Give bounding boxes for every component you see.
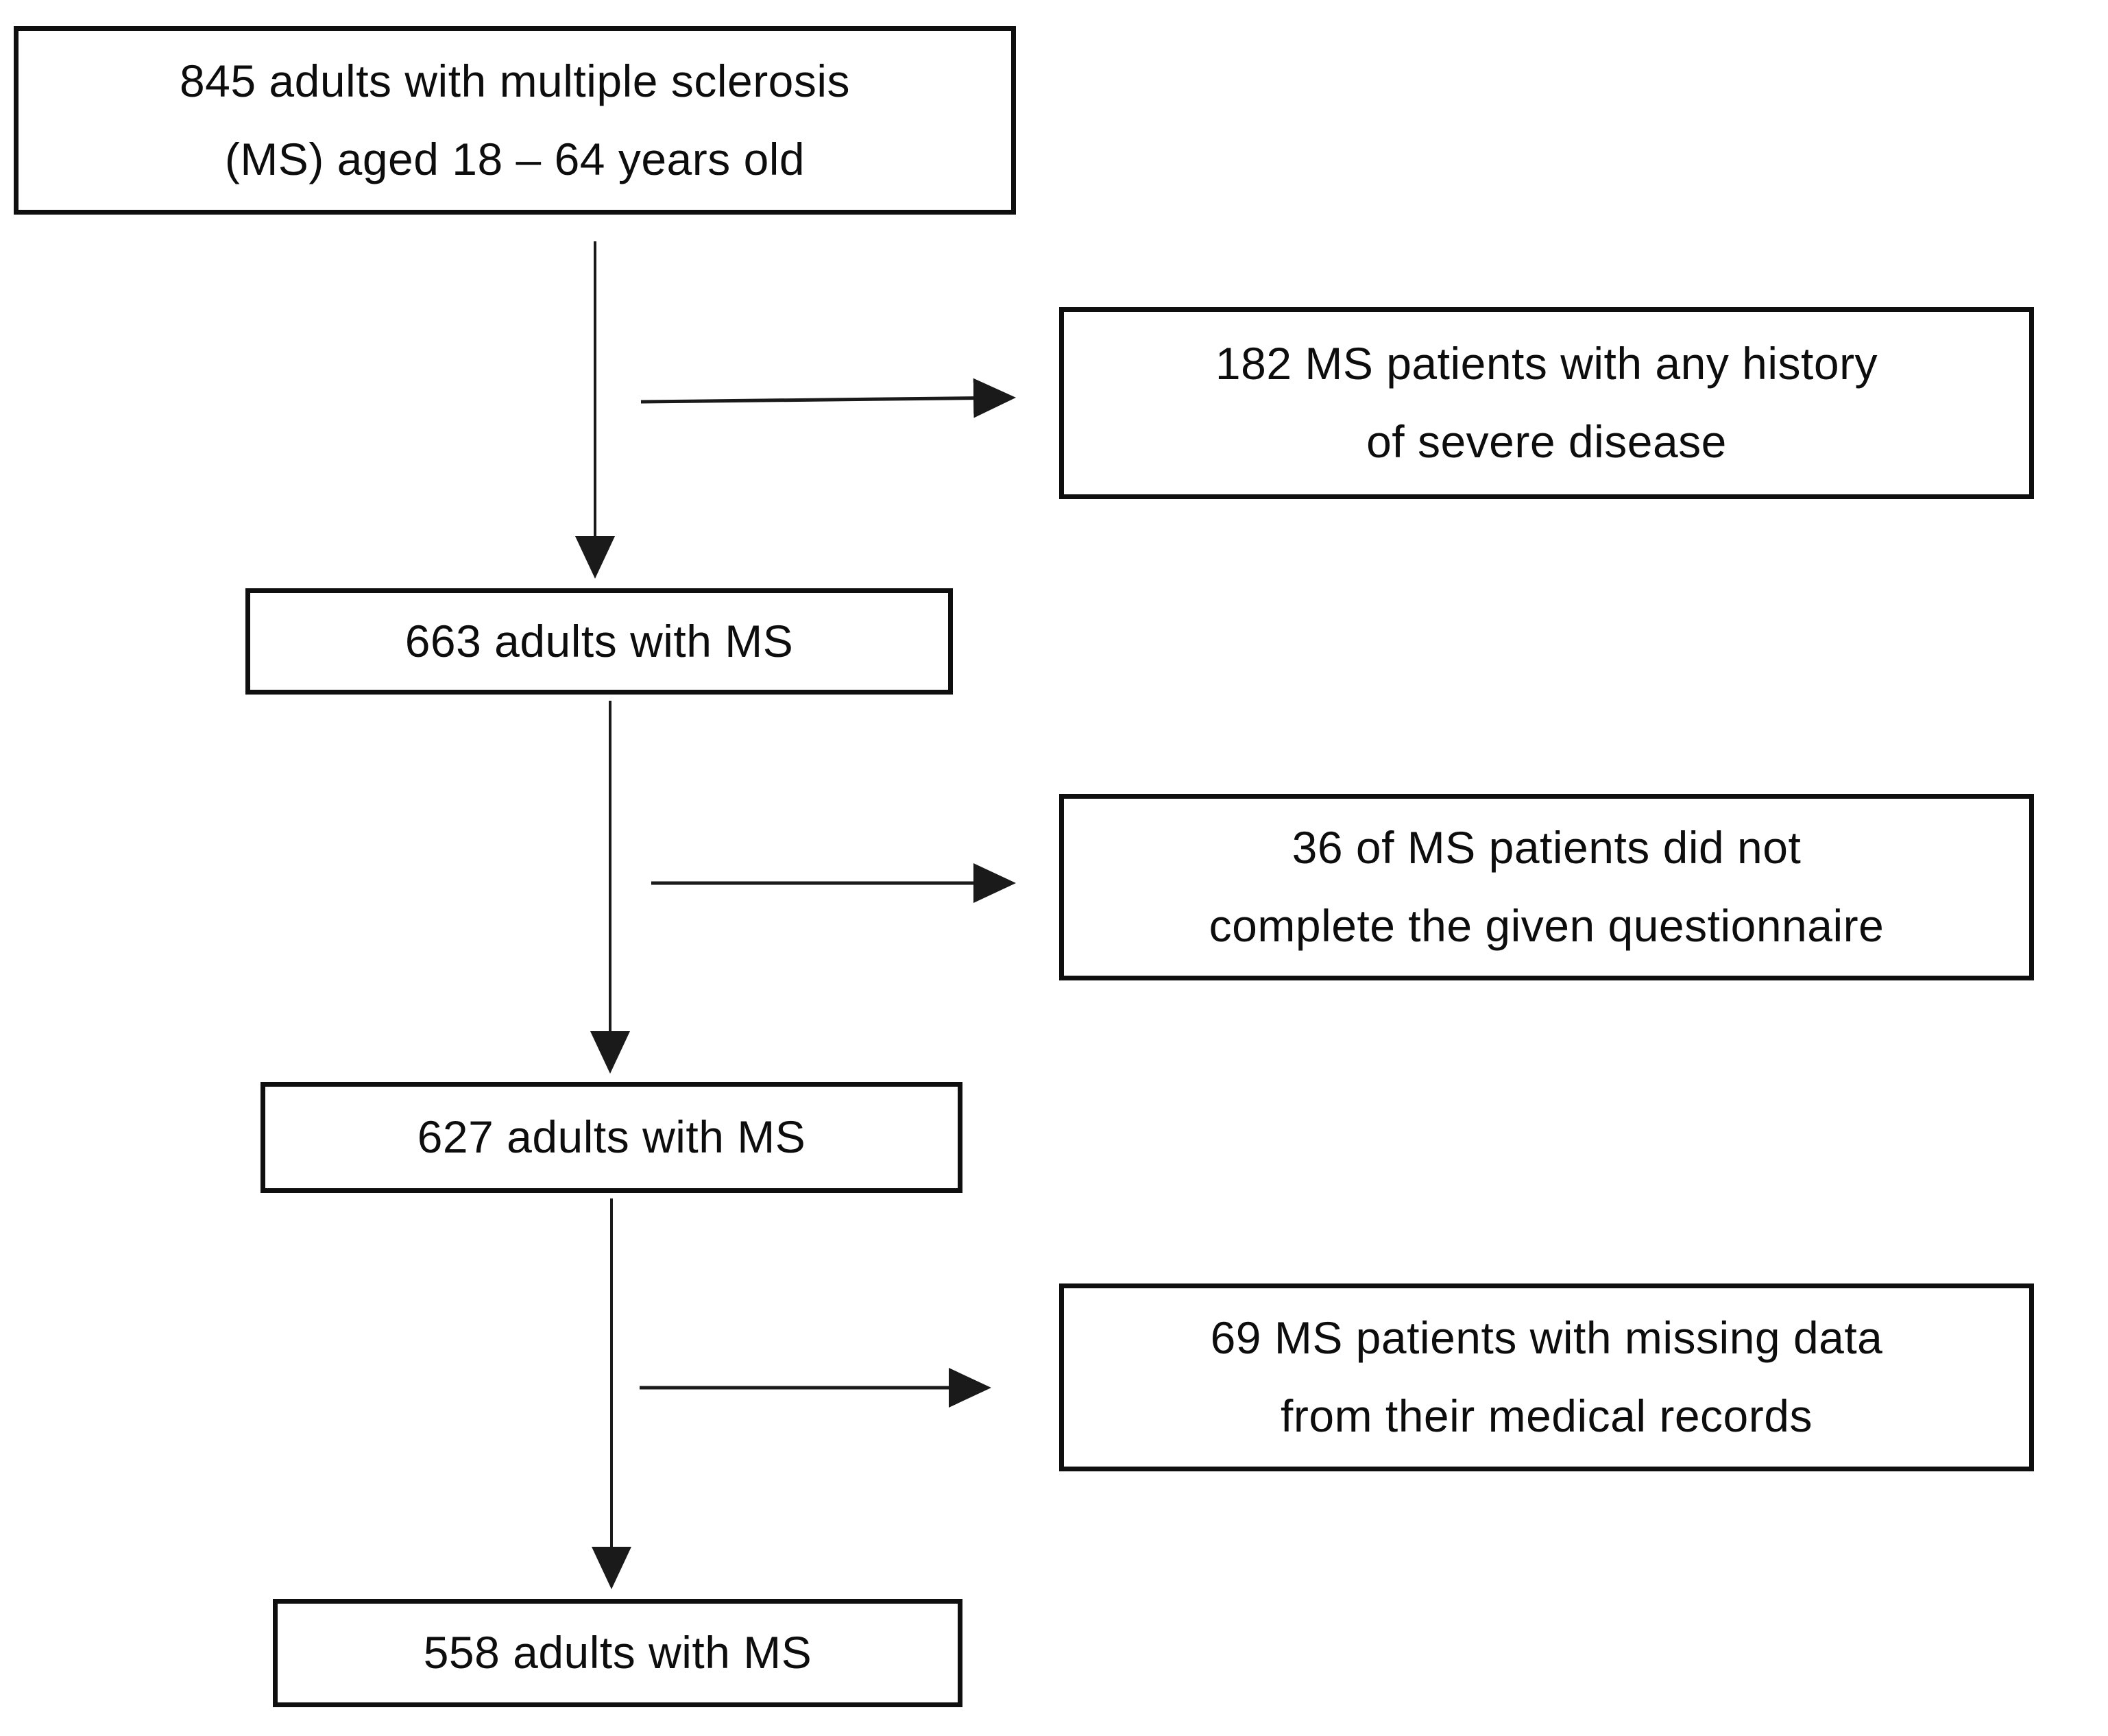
flow-box-enrolled-label: 845 adults with multiple sclerosis (MS) … [179, 55, 851, 184]
flow-box-excluded-questionnaire: 36 of MS patients did not complete the g… [1059, 794, 2034, 980]
flow-box-excluded-questionnaire-label: 36 of MS patients did not complete the g… [1209, 822, 1885, 951]
flow-box-excluded-missing-data: 69 MS patients with missing data from th… [1059, 1283, 2034, 1471]
flow-box-final-sample-label: 558 adults with MS [423, 1627, 812, 1678]
flow-box-after-exclusion-1: 663 adults with MS [245, 588, 953, 695]
arrow-branch-1 [640, 378, 1016, 418]
flow-box-after-exclusion-2: 627 adults with MS [261, 1082, 962, 1193]
flow-box-enrolled: 845 adults with multiple sclerosis (MS) … [14, 26, 1016, 215]
flow-box-after-exclusion-1-label: 663 adults with MS [404, 615, 794, 666]
flow-box-after-exclusion-2-label: 627 adults with MS [417, 1111, 806, 1163]
flow-box-excluded-missing-data-label: 69 MS patients with missing data from th… [1210, 1312, 1883, 1441]
flow-box-excluded-severe-disease-label: 182 MS patients with any history of seve… [1215, 338, 1878, 467]
flow-box-excluded-severe-disease: 182 MS patients with any history of seve… [1059, 307, 2034, 499]
flow-box-final-sample: 558 adults with MS [273, 1599, 962, 1707]
